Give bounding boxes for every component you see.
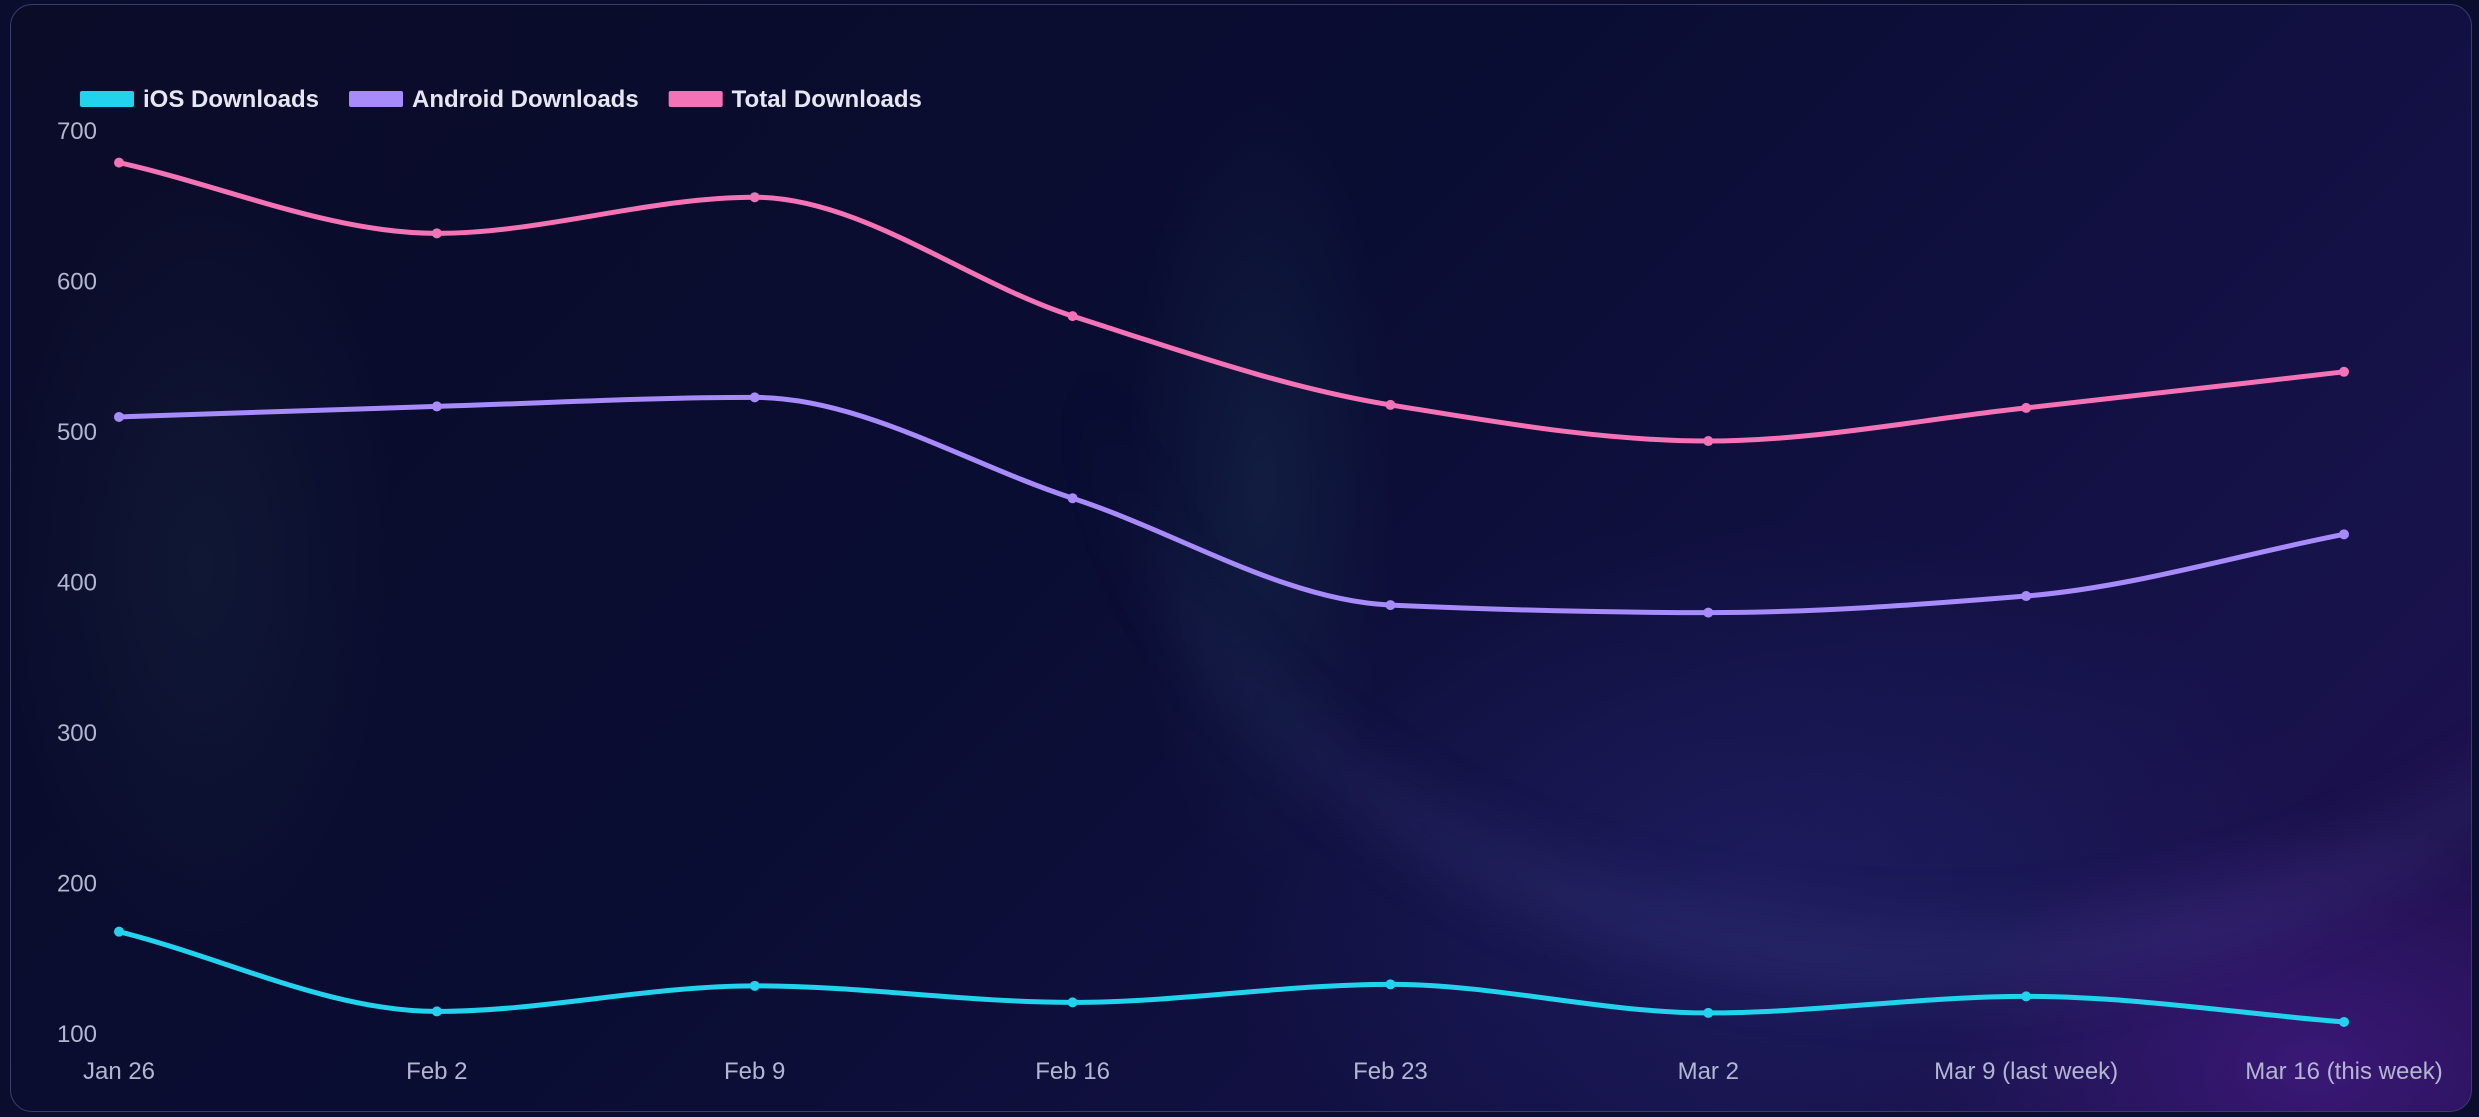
data-point[interactable] [1385,979,1396,990]
legend-swatch [349,91,404,107]
data-point[interactable] [2021,402,2032,413]
x-tick-label: Feb 9 [724,1058,785,1085]
data-point[interactable] [1067,997,1078,1008]
y-tick-label: 700 [57,118,97,145]
x-axis: Jan 26 Feb 2 Feb 9 Feb 16 Feb 23 Mar 2 Mar 9 (… [83,1058,2443,1085]
data-point[interactable] [2021,591,2032,602]
data-point[interactable] [2339,366,2349,377]
x-tick-label: Mar 16 (this week) [2245,1058,2442,1085]
data-point[interactable] [431,228,442,239]
legend-swatch [668,91,723,107]
x-tick-label: Feb 16 [1035,1058,1110,1085]
data-point[interactable] [1385,600,1396,611]
x-tick-label: Jan 26 [83,1058,155,1085]
data-point[interactable] [1067,493,1078,504]
legend-label: iOS Downloads [143,86,319,113]
data-point[interactable] [2339,529,2349,540]
series-line [116,394,2347,616]
series-points [114,157,2349,1027]
data-point[interactable] [749,980,760,991]
data-point[interactable] [431,401,442,412]
data-point[interactable] [749,392,760,403]
x-tick-label: Mar 2 [1678,1058,1739,1085]
series-line [116,160,2347,444]
data-point[interactable] [1703,1007,1714,1018]
legend-item[interactable]: Android Downloads [349,86,639,113]
data-point[interactable] [431,1006,442,1017]
y-tick-label: 100 [57,1021,97,1048]
data-point[interactable] [749,192,760,203]
data-point[interactable] [1385,399,1396,410]
legend: iOS Downloads Android Downloads Total Down… [80,86,922,113]
x-tick-label: Feb 23 [1353,1058,1428,1085]
data-point[interactable] [114,926,124,937]
legend-swatch [80,91,134,107]
legend-label: Android Downloads [412,86,639,113]
x-tick-label: Feb 2 [406,1058,467,1085]
data-point[interactable] [114,157,124,168]
y-axis: 100 200 300 400 500 600 700 [57,118,97,1048]
y-tick-label: 500 [57,419,97,446]
data-point[interactable] [1703,436,1714,447]
series-line [116,929,2347,1025]
data-point[interactable] [1067,311,1078,322]
data-point[interactable] [1703,607,1714,618]
data-point[interactable] [2339,1016,2349,1027]
data-point[interactable] [114,411,124,422]
y-tick-label: 200 [57,871,97,898]
y-tick-label: 600 [57,269,97,296]
y-tick-label: 400 [57,570,97,597]
y-tick-label: 300 [57,720,97,747]
data-point[interactable] [2021,991,2032,1002]
legend-item[interactable]: iOS Downloads [80,86,319,113]
series-lines [116,160,2347,1025]
legend-label: Total Downloads [732,86,922,113]
x-tick-label: Mar 9 (last week) [1934,1058,2118,1085]
legend-item[interactable]: Total Downloads [668,86,922,113]
